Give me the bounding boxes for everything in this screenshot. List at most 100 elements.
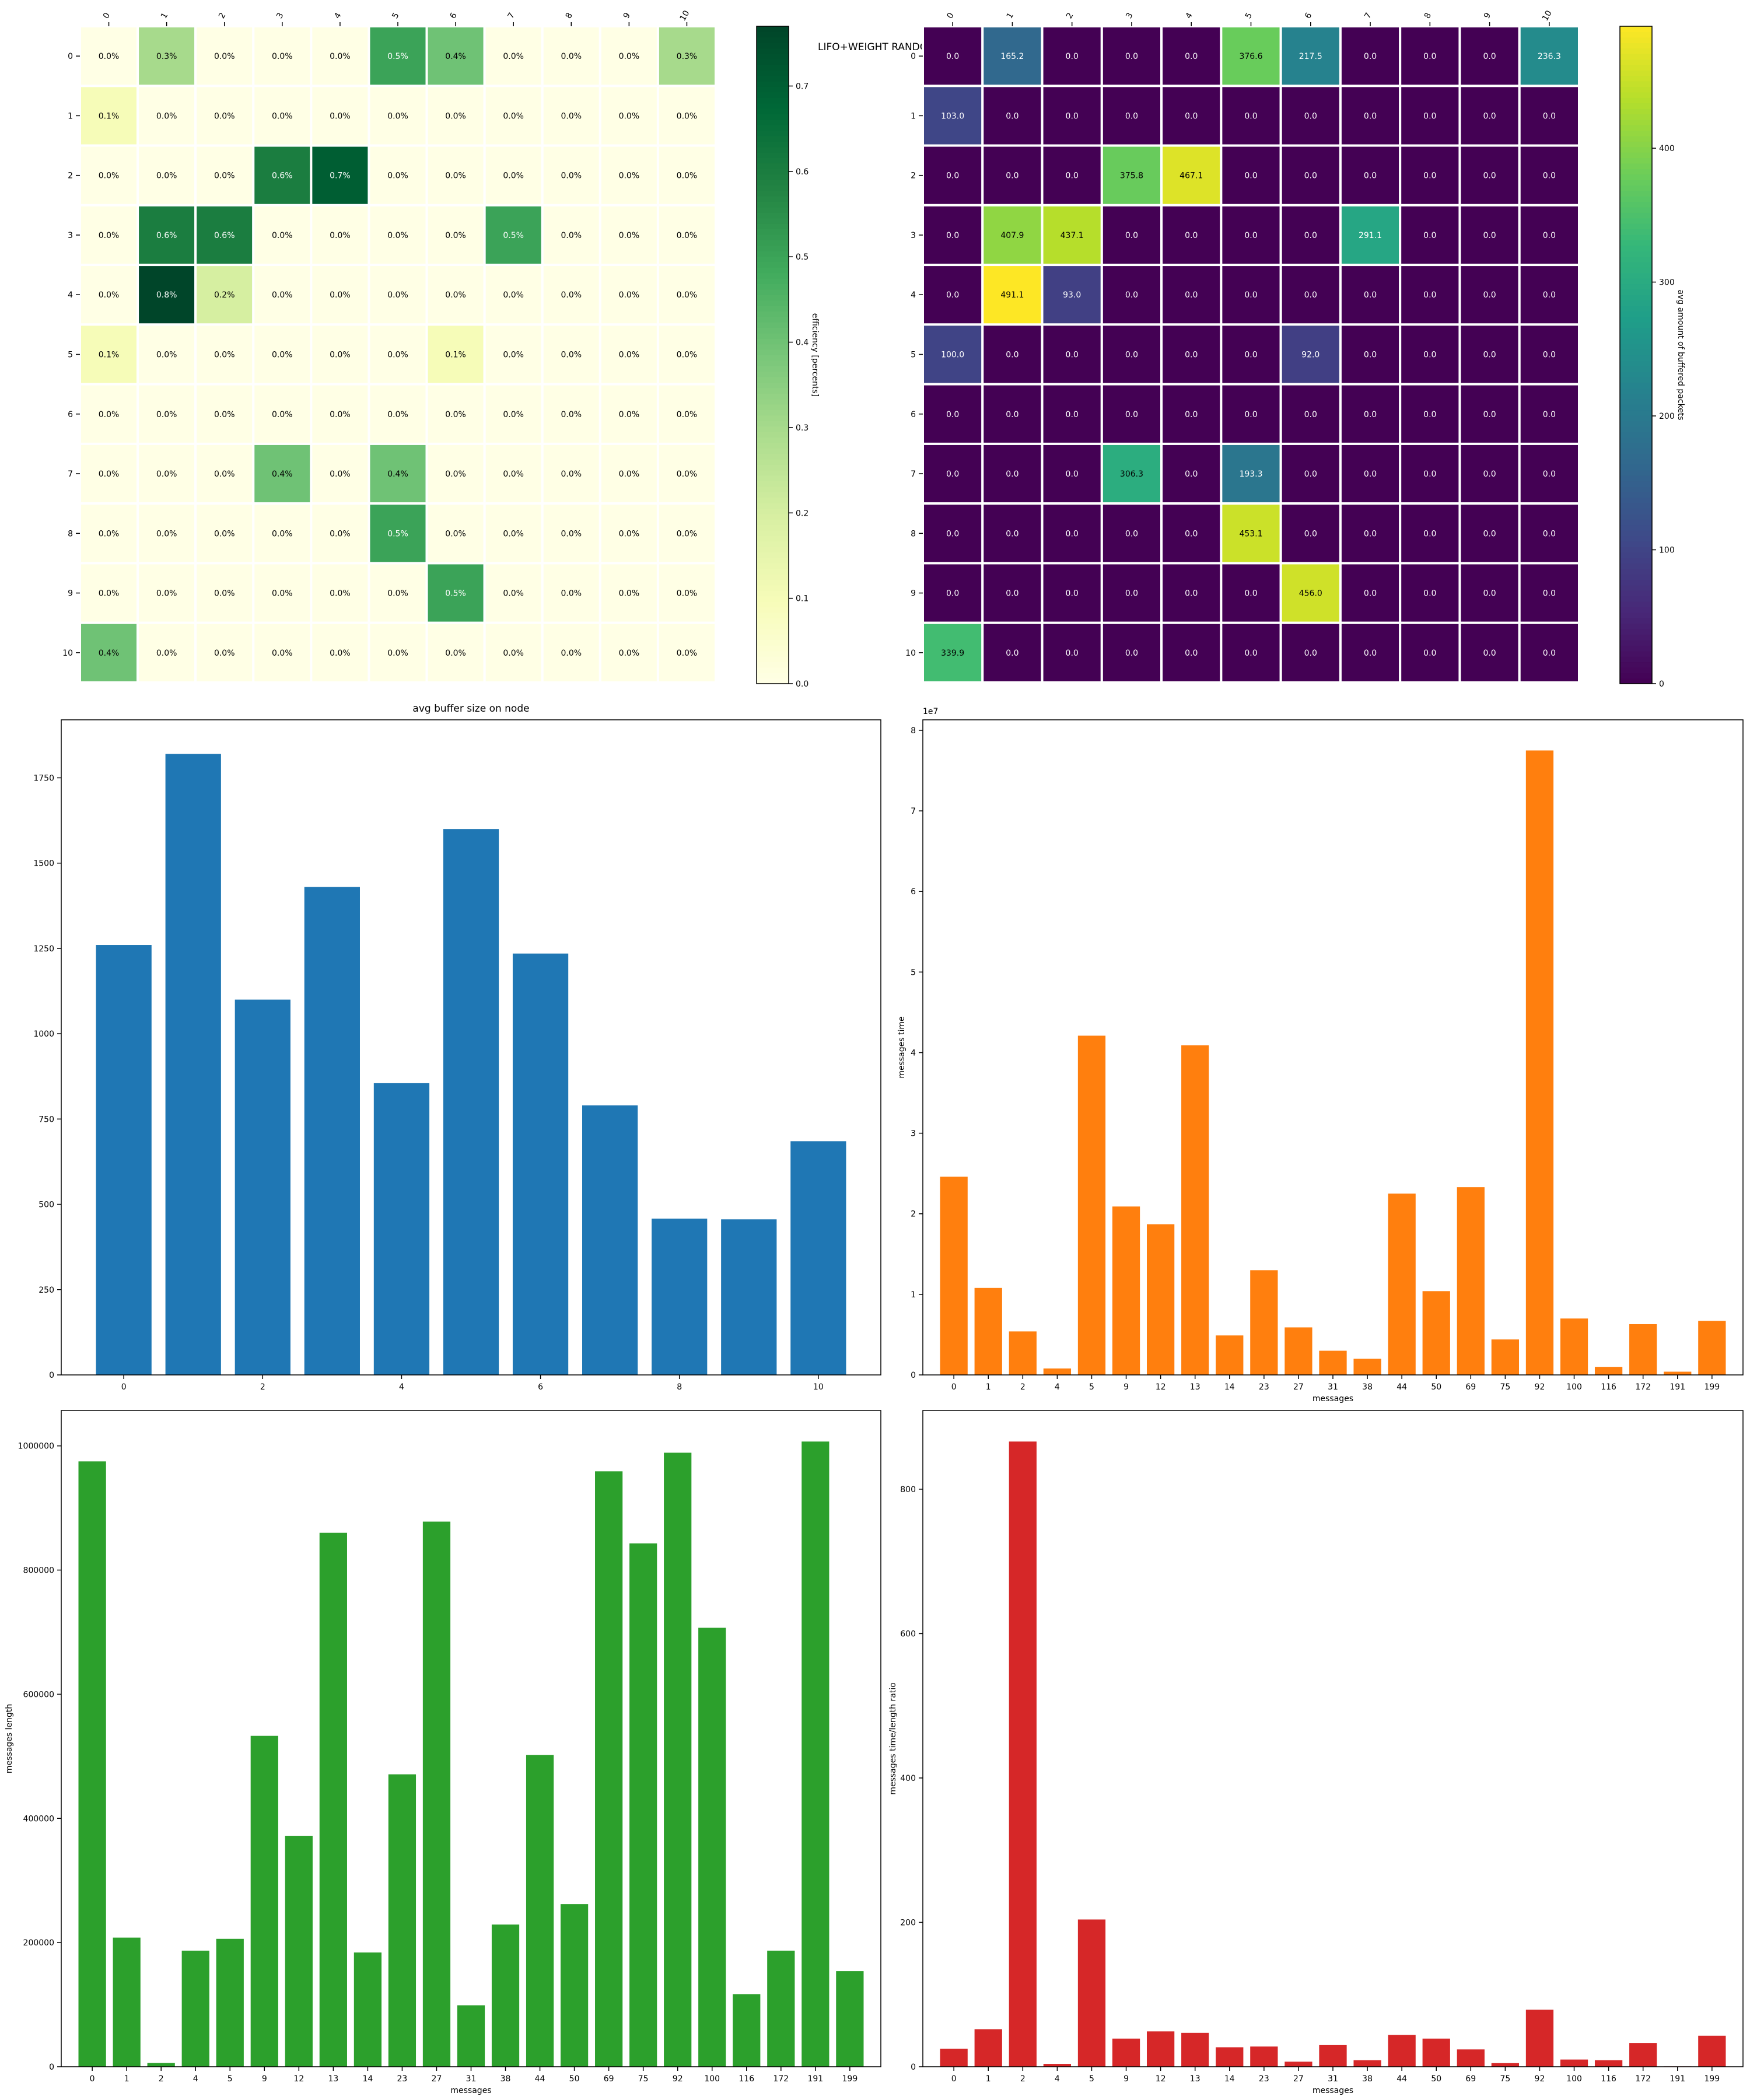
colorbar-gradient-slice	[757, 311, 789, 317]
colorbar-gradient-slice	[1620, 32, 1652, 38]
heatmap-cell-label: 0.2%	[214, 290, 235, 300]
heatmap-cell-label: 0.0	[1423, 231, 1436, 240]
heatmap-cell	[1339, 85, 1402, 147]
heatmap-cell-label: 0.0%	[330, 111, 351, 121]
colorbar-gradient-slice	[1620, 256, 1652, 262]
colorbar-gradient-slice	[1620, 470, 1652, 476]
heatmap-cell	[1100, 323, 1163, 386]
heatmap-cell-label: 0.0%	[677, 410, 698, 419]
heatmap-cell-label: 0.7%	[330, 172, 351, 181]
bar	[1009, 1331, 1037, 1375]
heatmap-cell	[368, 85, 428, 147]
heatmap-cell	[541, 264, 601, 326]
heatmap-cell-label: 0.0	[1364, 111, 1377, 121]
colorbar-gradient-slice	[757, 80, 789, 87]
heatmap-cell-label: 0.0%	[619, 470, 640, 479]
colorbar-gradient-slice	[1620, 393, 1652, 400]
heatmap-cell-label: 0.0	[1304, 529, 1317, 538]
colorbar-gradient-slice	[1620, 398, 1652, 405]
heatmap-cell-label: 0.0	[1543, 589, 1556, 598]
heatmap-efficiency: 0.0% 0.3% 0.0% 0.0% 0.0% 0.5% 0.4% 0.0% 0.0% 0.0%…	[62, 9, 820, 689]
bar	[1698, 1321, 1726, 1375]
x-tick-label: 4	[1055, 2074, 1060, 2084]
heatmap-cell	[483, 562, 544, 624]
x-tick-label: 44	[1396, 2074, 1407, 2084]
colorbar-gradient-slice	[757, 146, 789, 153]
colorbar-gradient-slice	[757, 470, 789, 476]
heatmap-cell	[656, 442, 717, 505]
heatmap-cell-label: 0.0%	[330, 529, 351, 538]
colorbar-gradient-slice	[757, 656, 789, 663]
colorbar-gradient-slice	[757, 377, 789, 383]
colorbar-gradient-slice	[1620, 547, 1652, 553]
heatmap-cell-label: 0.0	[946, 231, 959, 240]
colorbar-gradient-slice	[757, 43, 789, 49]
heatmap-cell-label: 0.0	[1185, 231, 1198, 240]
heatmap-cell-label: 0.0	[946, 589, 959, 598]
bar	[1388, 2035, 1416, 2067]
colorbar-gradient-slice	[757, 530, 789, 537]
colorbar-gradient-slice	[1620, 114, 1652, 120]
x-tick-label: 23	[1259, 2074, 1269, 2084]
heatmap-cell-label: 0.0%	[99, 410, 120, 419]
colorbar-gradient-slice	[757, 387, 789, 394]
heatmap-cell-label: 0.0%	[156, 529, 177, 538]
heatmap-cell-label: 0.0	[1423, 172, 1436, 181]
colorbar-gradient-slice	[1620, 86, 1652, 93]
colorbar-gradient-slice	[757, 382, 789, 388]
y-tick-label: 600000	[23, 1690, 54, 1699]
heatmap-cell-label: 0.0%	[619, 52, 640, 61]
heatmap-cell-label: 0.0%	[561, 470, 582, 479]
heatmap-cell-label: 0.0%	[445, 172, 466, 181]
heatmap-cell	[1518, 442, 1581, 505]
heatmap-cell-label: 0.0%	[272, 529, 293, 538]
heatmap-cell	[136, 442, 197, 505]
x-tick-label: 0	[90, 2074, 95, 2084]
heatmap-cell-label: 0.0	[1483, 589, 1496, 598]
colorbar-gradient-slice	[757, 256, 789, 262]
colorbar-gradient-slice	[1620, 130, 1652, 136]
y-tick-label: 1000000	[18, 1442, 54, 1451]
heatmap-cell-label: 0.0%	[99, 290, 120, 300]
bar	[974, 1287, 1002, 1375]
heatmap-cell-label: 0.0	[1185, 351, 1198, 360]
colorbar-gradient-slice	[1620, 311, 1652, 317]
colorbar-gradient-slice	[757, 563, 789, 569]
colorbar-gradient-slice	[1620, 245, 1652, 251]
bar	[664, 1452, 692, 2067]
colorbar-gradient-slice	[757, 355, 789, 361]
heatmap-cell-label: 0.0%	[99, 231, 120, 240]
heatmap-cell-label: 0.0	[1364, 351, 1377, 360]
colorbar-gradient-slice	[757, 190, 789, 197]
colorbar-gradient-slice	[757, 278, 789, 285]
colorbar-gradient-slice	[1620, 163, 1652, 169]
heatmap-cell-label: 0.0%	[272, 231, 293, 240]
heatmap-cell-label: 0.0	[1185, 470, 1198, 479]
heatmap-cell-label: 491.1	[1000, 290, 1024, 300]
x-tick-label: 92	[1535, 1382, 1545, 1392]
x-tick-label: 172	[773, 2074, 789, 2084]
colorbar-gradient-slice	[757, 240, 789, 246]
heatmap-row-tick-label: 8	[68, 529, 73, 538]
heatmap-row-tick-label: 7	[68, 470, 73, 479]
heatmap-cell-label: 0.3%	[156, 52, 177, 61]
heatmap-cell-label: 0.0%	[445, 231, 466, 240]
figure-suptitle: LIFO+WEIGHT RANDOM	[818, 41, 936, 53]
heatmap-cell-label: 0.0	[1423, 351, 1436, 360]
colorbar-gradient-slice	[757, 206, 789, 213]
heatmap-cell-label: 0.0%	[561, 52, 582, 61]
heatmap-cell-label: 0.0	[1006, 111, 1019, 121]
colorbar-gradient-slice	[1620, 410, 1652, 416]
colorbar-gradient-slice	[757, 295, 789, 301]
heatmap-cell-label: 0.0%	[619, 231, 640, 240]
bar	[1457, 2049, 1485, 2067]
colorbar-gradient-slice	[1620, 70, 1652, 76]
colorbar-gradient-slice	[757, 130, 789, 136]
bar	[78, 1461, 106, 2067]
heatmap-cell	[656, 144, 717, 206]
x-tick-label: 38	[501, 2074, 511, 2084]
heatmap-cell-label: 236.3	[1538, 52, 1561, 61]
heatmap-cell-label: 0.0%	[619, 649, 640, 658]
heatmap-cell	[79, 621, 139, 684]
heatmap-cell-label: 0.0	[1066, 589, 1079, 598]
